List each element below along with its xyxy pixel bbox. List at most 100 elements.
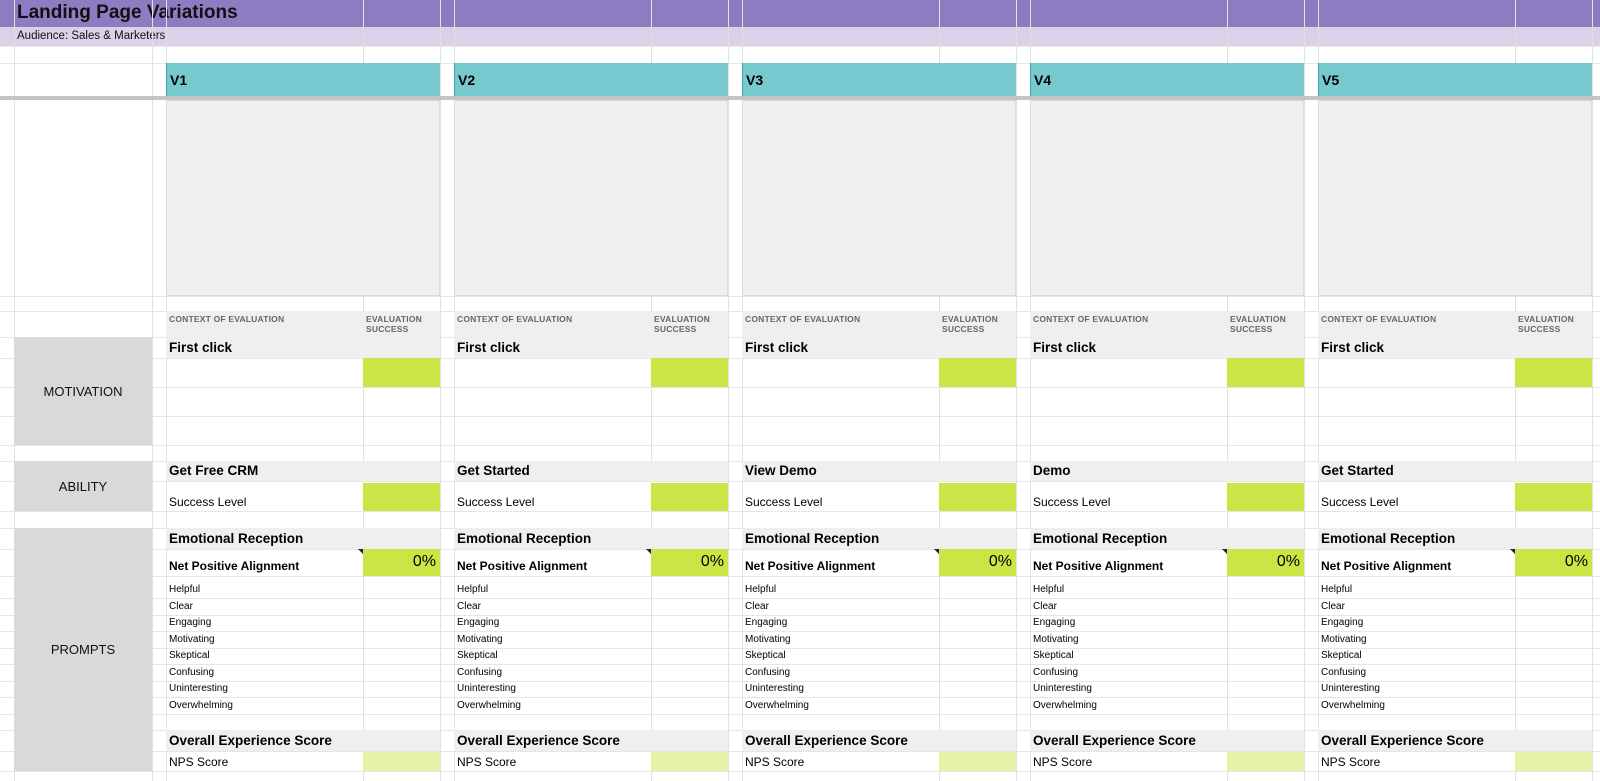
emotion-label[interactable]: Helpful [1033, 584, 1065, 595]
emotion-label[interactable]: Confusing [745, 666, 791, 678]
emotion-label[interactable]: Overwhelming [745, 699, 809, 711]
comment-indicator-icon [1222, 549, 1227, 554]
version-header[interactable]: V3 [742, 63, 1016, 96]
emotion-label[interactable]: Clear [1033, 600, 1057, 612]
emotional-reception-title[interactable]: Emotional Reception [169, 531, 304, 546]
motivation-title[interactable]: First click [1321, 340, 1385, 355]
emotion-label[interactable]: Helpful [1321, 584, 1353, 595]
ability-title[interactable]: Get Free CRM [169, 463, 259, 478]
motivation-title[interactable]: First click [169, 340, 233, 355]
motivation-label[interactable]: MOTIVATION [14, 337, 152, 445]
motivation-success-cell[interactable] [1515, 358, 1592, 387]
ability-success-cell[interactable] [651, 483, 728, 511]
emotion-label[interactable]: Motivating [1321, 633, 1367, 645]
comment-indicator-icon [1510, 549, 1515, 554]
emotion-label[interactable]: Overwhelming [169, 699, 233, 711]
emotion-label[interactable]: Skeptical [1321, 650, 1362, 661]
emotion-label[interactable]: Overwhelming [1321, 699, 1385, 711]
motivation-title[interactable]: First click [745, 340, 809, 355]
ability-success-cell[interactable] [363, 483, 440, 511]
nps-score-cell[interactable] [939, 752, 1016, 771]
screenshot-placeholder[interactable] [166, 100, 440, 296]
emotion-label[interactable]: Engaging [1321, 617, 1364, 628]
motivation-success-cell[interactable] [651, 358, 728, 387]
net-positive-alignment-value[interactable]: 0% [1227, 549, 1304, 576]
ability-title[interactable]: Get Started [1321, 463, 1394, 478]
emotion-label[interactable]: Helpful [457, 584, 489, 595]
version-header[interactable]: V4 [1030, 63, 1304, 96]
motivation-success-cell[interactable] [1227, 358, 1304, 387]
ability-label[interactable]: ABILITY [14, 461, 152, 511]
emotion-label[interactable]: Skeptical [745, 650, 786, 661]
prompts-label[interactable]: PROMPTS [14, 528, 152, 771]
motivation-success-cell[interactable] [939, 358, 1016, 387]
ability-success-cell[interactable] [1515, 483, 1592, 511]
emotion-label[interactable]: Motivating [169, 633, 215, 645]
emotion-label[interactable]: Engaging [457, 617, 500, 628]
net-positive-alignment-value[interactable]: 0% [939, 549, 1016, 576]
emotion-label[interactable]: Clear [1321, 600, 1345, 612]
version-header[interactable]: V1 [166, 63, 440, 96]
screenshot-placeholder[interactable] [1030, 100, 1304, 296]
net-positive-alignment-value[interactable]: 0% [1515, 549, 1592, 576]
ability-title[interactable]: Demo [1033, 463, 1071, 478]
emotion-label[interactable]: Confusing [169, 666, 215, 678]
nps-score-cell[interactable] [1227, 752, 1304, 771]
emotion-label[interactable]: Uninteresting [457, 683, 516, 694]
ability-success-cell[interactable] [1227, 483, 1304, 511]
motivation-success-cell[interactable] [363, 358, 440, 387]
emotion-label[interactable]: Engaging [745, 617, 788, 628]
nps-score-cell[interactable] [1515, 752, 1592, 771]
emotion-label[interactable]: Skeptical [1033, 650, 1074, 661]
emotion-label[interactable]: Engaging [169, 617, 212, 628]
ability-title[interactable]: View Demo [745, 463, 817, 478]
version-header[interactable]: V2 [454, 63, 728, 96]
emotional-reception-title[interactable]: Emotional Reception [745, 531, 880, 546]
emotion-label[interactable]: Confusing [457, 666, 503, 678]
emotional-reception-title[interactable]: Emotional Reception [1321, 531, 1456, 546]
emotion-label[interactable]: Uninteresting [169, 683, 228, 694]
overall-experience-score-title[interactable]: Overall Experience Score [457, 733, 620, 748]
emotion-label[interactable]: Overwhelming [457, 699, 521, 711]
context-of-evaluation-header: CONTEXT OF EVALUATION [169, 314, 285, 324]
overall-experience-score-title[interactable]: Overall Experience Score [1321, 733, 1484, 748]
nps-score-cell[interactable] [363, 752, 440, 771]
emotional-reception-title[interactable]: Emotional Reception [457, 531, 592, 546]
sheet-subtitle: Audience: Sales & Marketers [17, 30, 166, 42]
emotion-label[interactable]: Skeptical [169, 650, 210, 661]
ability-title[interactable]: Get Started [457, 463, 530, 478]
net-positive-alignment-value[interactable]: 0% [363, 549, 440, 576]
context-header-band [1030, 311, 1304, 337]
emotion-label[interactable]: Clear [745, 600, 769, 612]
emotion-label[interactable]: Motivating [457, 633, 503, 645]
emotional-title-band [166, 528, 440, 549]
emotion-label[interactable]: Helpful [169, 584, 201, 595]
emotion-label[interactable]: Confusing [1321, 666, 1367, 678]
emotion-label[interactable]: Overwhelming [1033, 699, 1097, 711]
emotional-reception-title[interactable]: Emotional Reception [1033, 531, 1168, 546]
overall-experience-score-title[interactable]: Overall Experience Score [169, 733, 332, 748]
emotion-label[interactable]: Skeptical [457, 650, 498, 661]
emotion-label[interactable]: Uninteresting [1321, 683, 1380, 694]
ability-success-cell[interactable] [939, 483, 1016, 511]
motivation-title[interactable]: First click [1033, 340, 1097, 355]
emotion-label[interactable]: Clear [169, 600, 193, 612]
emotion-label[interactable]: Uninteresting [745, 683, 804, 694]
version-header[interactable]: V5 [1318, 63, 1592, 96]
emotion-label[interactable]: Motivating [745, 633, 791, 645]
net-positive-alignment-value[interactable]: 0% [651, 549, 728, 576]
motivation-title[interactable]: First click [457, 340, 521, 355]
screenshot-placeholder[interactable] [454, 100, 728, 296]
emotion-label[interactable]: Confusing [1033, 666, 1079, 678]
grid-row-line [0, 387, 1600, 388]
overall-experience-score-title[interactable]: Overall Experience Score [745, 733, 908, 748]
screenshot-placeholder[interactable] [1318, 100, 1592, 296]
screenshot-placeholder[interactable] [742, 100, 1016, 296]
emotion-label[interactable]: Motivating [1033, 633, 1079, 645]
emotion-label[interactable]: Uninteresting [1033, 683, 1092, 694]
overall-experience-score-title[interactable]: Overall Experience Score [1033, 733, 1196, 748]
nps-score-cell[interactable] [651, 752, 728, 771]
emotion-label[interactable]: Helpful [745, 584, 777, 595]
emotion-label[interactable]: Clear [457, 600, 481, 612]
emotion-label[interactable]: Engaging [1033, 617, 1076, 628]
